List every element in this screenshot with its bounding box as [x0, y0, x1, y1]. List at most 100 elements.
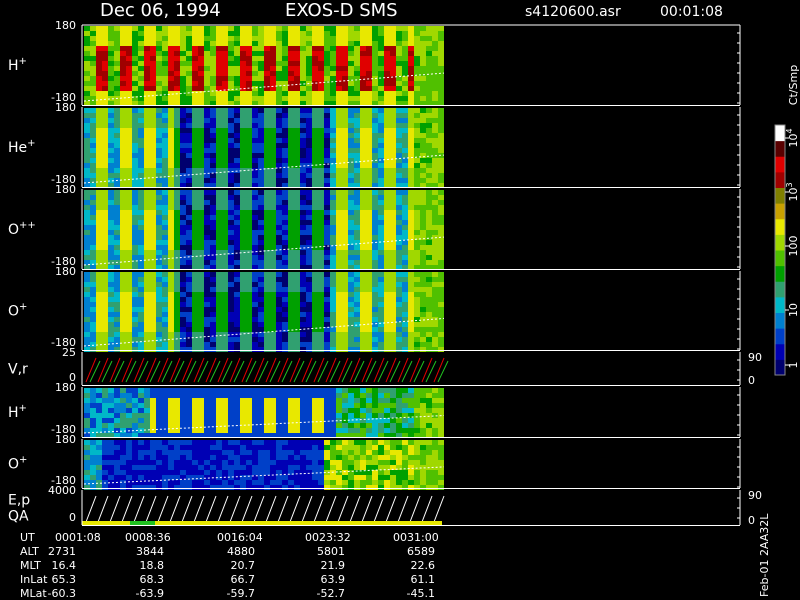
spectrogram-cell: [126, 307, 132, 312]
spectrogram-cell: [102, 287, 108, 292]
spectrogram-cell: [366, 398, 372, 403]
spectrogram-cell: [204, 245, 210, 250]
spectrogram-cell: [222, 460, 228, 465]
spectrogram-cell: [198, 398, 204, 403]
spectrogram-cell: [102, 403, 108, 408]
spectrogram-cell: [228, 433, 234, 438]
spectrogram-cell: [198, 200, 204, 205]
spectrogram-cell: [96, 277, 102, 282]
spectrogram-cell: [120, 86, 126, 91]
spectrogram-cell: [348, 205, 354, 210]
spectrogram-cell: [288, 393, 294, 398]
spectrogram-cell: [132, 123, 138, 128]
spectrogram-cell: [270, 332, 276, 337]
spectrogram-cell: [222, 66, 228, 71]
spectrogram-cell: [132, 282, 138, 287]
spectrogram-cell: [270, 215, 276, 220]
spectrogram-cell: [420, 347, 426, 352]
spectrogram-cell: [120, 297, 126, 302]
spectrogram-cell: [312, 428, 318, 433]
spectrogram-cell: [348, 210, 354, 215]
spectrogram-cell: [432, 183, 438, 188]
spectrogram-cell: [408, 225, 414, 230]
spectrogram-cell: [228, 56, 234, 61]
spectrogram-cell: [240, 480, 246, 485]
spectrogram-cell: [90, 108, 96, 113]
spectrogram-cell: [216, 480, 222, 485]
spectrogram-cell: [318, 210, 324, 215]
spectrogram-cell: [240, 455, 246, 460]
spectrogram-cell: [180, 327, 186, 332]
spectrogram-cell: [348, 128, 354, 133]
spectrogram-cell: [144, 76, 150, 81]
spectrogram-cell: [402, 403, 408, 408]
spectrogram-cell: [192, 123, 198, 128]
spectrogram-cell: [162, 173, 168, 178]
spectrogram-cell: [234, 108, 240, 113]
spectrogram-cell: [390, 393, 396, 398]
spectrogram-cell: [426, 31, 432, 36]
spectrogram-cell: [306, 56, 312, 61]
spectrogram-cell: [282, 413, 288, 418]
spectrogram-cell: [186, 450, 192, 455]
spectrogram-cell: [360, 230, 366, 235]
spectrogram-cell: [126, 66, 132, 71]
spectrogram-cell: [210, 153, 216, 158]
spectrogram-cell: [408, 96, 414, 101]
spectrogram-cell: [228, 470, 234, 475]
spectrogram-cell: [342, 460, 348, 465]
spectrogram-cell: [138, 440, 144, 445]
spectrogram-cell: [294, 81, 300, 86]
spectrogram-cell: [150, 168, 156, 173]
spectrogram-cell: [162, 260, 168, 265]
spectrogram-cell: [174, 153, 180, 158]
spectrogram-cell: [156, 312, 162, 317]
spectrogram-cell: [96, 96, 102, 101]
spectrogram-cell: [156, 347, 162, 352]
spectrogram-cell: [162, 450, 168, 455]
spectrogram-cell: [144, 292, 150, 297]
spectrogram-cell: [294, 51, 300, 56]
spectrogram-cell: [210, 128, 216, 133]
spectrogram-cell: [342, 440, 348, 445]
spectrogram-cell: [402, 26, 408, 31]
spectrogram-cell: [312, 168, 318, 173]
spectrogram-cell: [96, 61, 102, 66]
spectrogram-cell: [312, 61, 318, 66]
spectrogram-cell: [102, 31, 108, 36]
spectrogram-cell: [318, 148, 324, 153]
spectrogram-cell: [186, 91, 192, 96]
spectrogram-cell: [318, 86, 324, 91]
spectrogram-cell: [360, 282, 366, 287]
spectrogram-cell: [378, 108, 384, 113]
spectrogram-cell: [276, 245, 282, 250]
spectrogram-cell: [408, 158, 414, 163]
spectrogram-cell: [126, 123, 132, 128]
spectrogram-cell: [216, 347, 222, 352]
spectrogram-cell: [294, 36, 300, 41]
spectrogram-cell: [378, 450, 384, 455]
spectrogram-cell: [330, 178, 336, 183]
spectrogram-cell: [186, 108, 192, 113]
spectrogram-cell: [228, 138, 234, 143]
spectrogram-cell: [426, 322, 432, 327]
spectrogram-cell: [294, 86, 300, 91]
spectrogram-cell: [354, 327, 360, 332]
spectrogram-cell: [192, 255, 198, 260]
spectrogram-cell: [144, 342, 150, 347]
spectrogram-cell: [156, 460, 162, 465]
spectrogram-cell: [246, 470, 252, 475]
spectrogram-cell: [114, 292, 120, 297]
spectrogram-cell: [234, 173, 240, 178]
spectrogram-cell: [414, 173, 420, 178]
spectrogram-cell: [396, 403, 402, 408]
spectrogram-cell: [324, 215, 330, 220]
spectrogram-cell: [144, 440, 150, 445]
spectrogram-cell: [198, 413, 204, 418]
spectrogram-cell: [294, 200, 300, 205]
spectrogram-cell: [138, 413, 144, 418]
spectrogram-cell: [318, 190, 324, 195]
spectrogram-cell: [102, 113, 108, 118]
spectrogram-cell: [276, 292, 282, 297]
spectrogram-cell: [306, 128, 312, 133]
